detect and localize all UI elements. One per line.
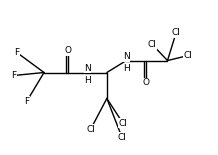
Text: O: O	[142, 78, 149, 87]
Text: Cl: Cl	[172, 28, 181, 37]
Text: N: N	[123, 52, 130, 61]
Text: F: F	[11, 71, 16, 80]
Text: O: O	[64, 46, 71, 55]
Text: Cl: Cl	[118, 133, 126, 142]
Text: F: F	[24, 97, 29, 106]
Text: H: H	[84, 76, 91, 85]
Text: Cl: Cl	[184, 51, 192, 60]
Text: Cl: Cl	[148, 40, 157, 49]
Text: N: N	[84, 64, 91, 73]
Text: Cl: Cl	[86, 125, 95, 134]
Text: F: F	[14, 48, 19, 57]
Text: H: H	[123, 64, 130, 73]
Text: Cl: Cl	[119, 119, 128, 128]
